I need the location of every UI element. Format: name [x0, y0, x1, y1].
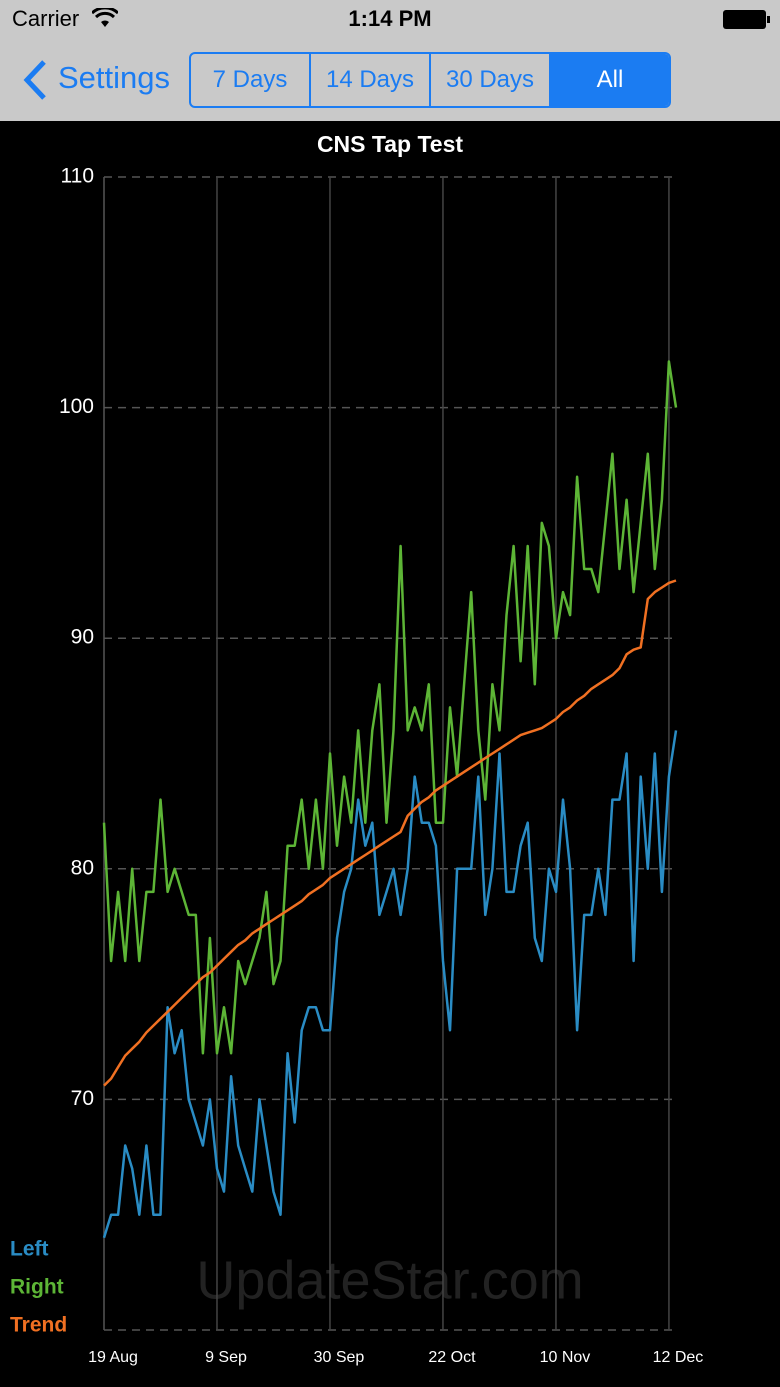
- segmented-control: 7 Days 14 Days 30 Days All: [189, 52, 671, 108]
- chart-title: CNS Tap Test: [317, 131, 463, 157]
- clock: 1:14 PM: [348, 6, 432, 31]
- x-tick-label: 10 Nov: [540, 1349, 591, 1366]
- segment-button[interactable]: 14 Days: [309, 54, 429, 106]
- chart: CNS Tap Test UpdateStar.com 70 80 90 100 110…: [10, 131, 704, 1366]
- segment-button[interactable]: All: [549, 54, 669, 106]
- back-chevron[interactable]: [22, 60, 50, 100]
- line: [102, 360, 678, 1055]
- y-tick-label: 80: [71, 856, 94, 879]
- header: Carrier 1:14 PM Settings 7 Days 14 Days 30…: [0, 0, 780, 121]
- x-tick-label: 30 Sep: [314, 1349, 365, 1366]
- carrier: Carrier: [12, 6, 80, 31]
- legend-entry: Trend: [10, 1314, 67, 1337]
- line: [103, 579, 677, 1087]
- x-tick-label: 19 Aug: [88, 1349, 138, 1366]
- line: [102, 730, 678, 1239]
- legend-entry: Left: [10, 1238, 49, 1261]
- back-button[interactable]: Settings: [58, 60, 171, 95]
- battery-icon: [723, 10, 770, 29]
- x-tick-label: 12 Dec: [653, 1349, 704, 1366]
- x-tick-label: 9 Sep: [205, 1349, 247, 1366]
- legend-entry: Right: [10, 1276, 64, 1299]
- y-tick-label: 70: [71, 1087, 94, 1110]
- y-tick-label: 100: [59, 395, 94, 418]
- x-tick-label: 22 Oct: [428, 1349, 476, 1366]
- segment-button[interactable]: 30 Days: [429, 54, 549, 106]
- watermark: UpdateStar.com: [196, 1250, 583, 1310]
- y-tick-label: 90: [71, 626, 94, 649]
- y-tick-label: 110: [61, 165, 94, 188]
- wifi-icon: [92, 8, 118, 27]
- segment-button[interactable]: 7 Days: [212, 66, 288, 93]
